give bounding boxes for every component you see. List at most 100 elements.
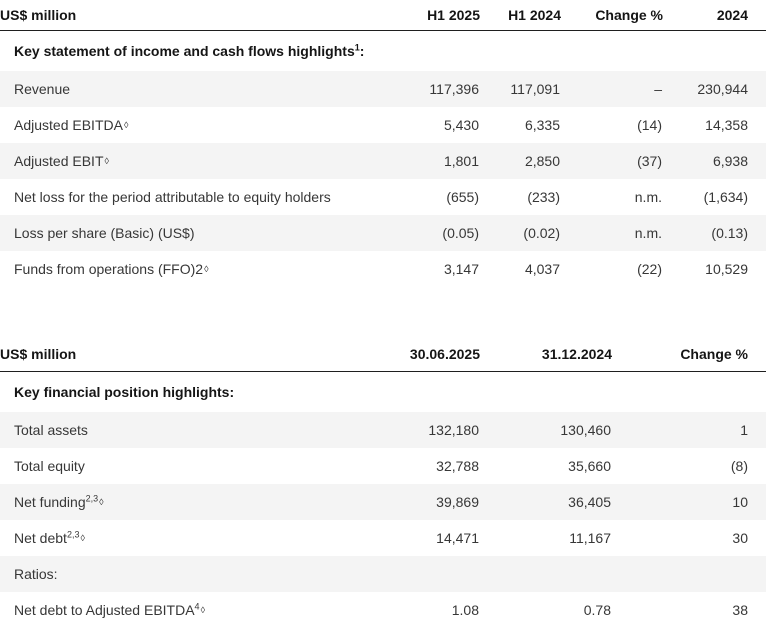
- diamond-marker: ◊: [99, 497, 104, 507]
- table-row: Funds from operations (FFO)2◊ 3,147 4,037 (…: [0, 251, 766, 287]
- footnote-ref: 1: [354, 42, 360, 53]
- cell-value: 11,167: [569, 530, 611, 546]
- cell-value: (22): [637, 261, 662, 277]
- cell-value: (233): [527, 189, 560, 205]
- cell-value: 117,396: [429, 81, 479, 97]
- cell-value: 130,460: [560, 422, 611, 438]
- column-header-h1-2024: H1 2024: [480, 0, 561, 31]
- table-row: Net funding2,3◊ 39,869 36,405 10: [0, 484, 766, 520]
- cell-value: 0.78: [583, 602, 611, 618]
- position-table-header-row: US$ million 30.06.2025 31.12.2024 Change…: [0, 337, 766, 372]
- cell-value: [480, 556, 612, 592]
- diamond-marker: ◊: [123, 120, 129, 130]
- income-cashflow-table: US$ million H1 2025 H1 2024 Change % 202…: [0, 0, 766, 287]
- row-label: Funds from operations (FFO)2◊: [14, 261, 209, 277]
- table-row: Total assets 132,180 130,460 1: [0, 412, 766, 448]
- cell-value: 38: [732, 602, 748, 618]
- cell-value: 5,430: [443, 117, 479, 133]
- cell-value: (14): [637, 117, 662, 133]
- table-row: Adjusted EBIT◊ 1,801 2,850 (37) 6,938: [0, 143, 766, 179]
- cell-value: 117,091: [510, 81, 560, 97]
- cell-value: (37): [637, 153, 662, 169]
- column-header-2024: 2024: [663, 0, 766, 31]
- table-row: Ratios:: [0, 556, 766, 592]
- table-row: Net loss for the period attributable to …: [0, 179, 766, 215]
- financial-position-table: US$ million 30.06.2025 31.12.2024 Change…: [0, 337, 766, 628]
- diamond-marker: ◊: [204, 264, 209, 274]
- cell-value: 36,405: [568, 494, 611, 510]
- column-header-change-pct: Change %: [561, 0, 663, 31]
- cell-value: 35,660: [568, 458, 611, 474]
- row-label: Net loss for the period attributable to …: [14, 189, 331, 205]
- column-header-change-pct: Change %: [612, 337, 766, 372]
- cell-value: 1,801: [443, 153, 479, 169]
- row-label: Ratios:: [14, 566, 58, 582]
- income-table-header-row: US$ million H1 2025 H1 2024 Change % 202…: [0, 0, 766, 31]
- cell-value: 14,358: [705, 117, 748, 133]
- row-label: Adjusted EBITDA◊: [14, 117, 129, 133]
- footnote-ref: 2,3: [66, 529, 80, 540]
- row-label: Adjusted EBIT◊: [14, 153, 109, 169]
- cell-value: n.m.: [634, 225, 662, 241]
- diamond-marker: ◊: [104, 156, 109, 166]
- cell-value: 30: [732, 530, 748, 546]
- table-row: Net debt2,3◊ 14,471 11,167 30: [0, 520, 766, 556]
- income-table-section: Key statement of income and cash flows h…: [0, 31, 766, 72]
- cell-value: 230,944: [697, 81, 748, 97]
- section-header-row: Key financial position highlights:: [0, 372, 766, 413]
- table-row: Loss per share (Basic) (US$) (0.05) (0.02)…: [0, 215, 766, 251]
- cell-value: 39,869: [436, 494, 479, 510]
- cell-value: 10,529: [705, 261, 748, 277]
- diamond-marker: ◊: [200, 605, 206, 615]
- cell-value: (0.13): [711, 225, 748, 241]
- column-header-31-12-2024: 31.12.2024: [480, 337, 612, 372]
- income-table-head: US$ million H1 2025 H1 2024 Change % 202…: [0, 0, 766, 31]
- row-label: Revenue: [14, 81, 71, 97]
- cell-value: (8): [730, 458, 748, 474]
- cell-value: (0.05): [442, 225, 479, 241]
- position-table-body: Total assets 132,180 130,460 1 Total equity 3…: [0, 412, 766, 628]
- income-table-body: Revenue 117,396 117,091 – 230,944 Adjusted EB…: [0, 71, 766, 287]
- cell-value: 2,850: [524, 153, 560, 169]
- cell-value: 14,471: [436, 530, 479, 546]
- table-row: Net debt to Adjusted EBITDA4◊ 1.08 0.78 38: [0, 592, 766, 628]
- cell-value: (0.02): [523, 225, 560, 241]
- cell-value: (1,634): [703, 189, 748, 205]
- footnote-ref: 4: [194, 601, 200, 612]
- section-title-text: Key statement of income and cash flows h…: [14, 43, 355, 59]
- position-table-head: US$ million 30.06.2025 31.12.2024 Change…: [0, 337, 766, 372]
- position-table-section: Key financial position highlights:: [0, 372, 766, 413]
- cell-value: 1: [740, 422, 748, 438]
- table-row: Adjusted EBITDA◊ 5,430 6,335 (14) 14,358: [0, 107, 766, 143]
- cell-value: –: [654, 81, 662, 97]
- cell-value: 6,335: [524, 117, 560, 133]
- cell-value: (655): [446, 189, 479, 205]
- section-title-text: Key financial position highlights:: [14, 384, 235, 400]
- cell-value: 3,147: [443, 261, 479, 277]
- cell-value: 1.08: [451, 602, 479, 618]
- row-label: Net debt to Adjusted EBITDA4◊: [14, 601, 206, 618]
- unit-label: US$ million: [0, 0, 380, 31]
- column-header-30-06-2025: 30.06.2025: [360, 337, 480, 372]
- table-row: Revenue 117,396 117,091 – 230,944: [0, 71, 766, 107]
- diamond-marker: ◊: [80, 533, 85, 543]
- table-row: Total equity 32,788 35,660 (8): [0, 448, 766, 484]
- footnote-ref: 2,3: [85, 493, 99, 504]
- section-header-row: Key statement of income and cash flows h…: [0, 31, 766, 72]
- section-title-suffix: :: [359, 43, 365, 59]
- cell-value: [360, 556, 480, 592]
- row-label: Net funding2,3◊: [14, 493, 104, 510]
- cell-value: [612, 556, 766, 592]
- cell-value: n.m.: [634, 189, 662, 205]
- row-label: Total assets: [14, 422, 88, 438]
- cell-value: 10: [732, 494, 748, 510]
- row-label: Loss per share (Basic) (US$): [14, 225, 195, 241]
- cell-value: 4,037: [524, 261, 560, 277]
- section-title: Key financial position highlights:: [0, 372, 766, 413]
- row-label: Total equity: [14, 458, 85, 474]
- cell-value: 32,788: [436, 458, 479, 474]
- cell-value: 6,938: [712, 153, 748, 169]
- row-label: Net debt2,3◊: [14, 529, 85, 546]
- column-header-h1-2025: H1 2025: [380, 0, 480, 31]
